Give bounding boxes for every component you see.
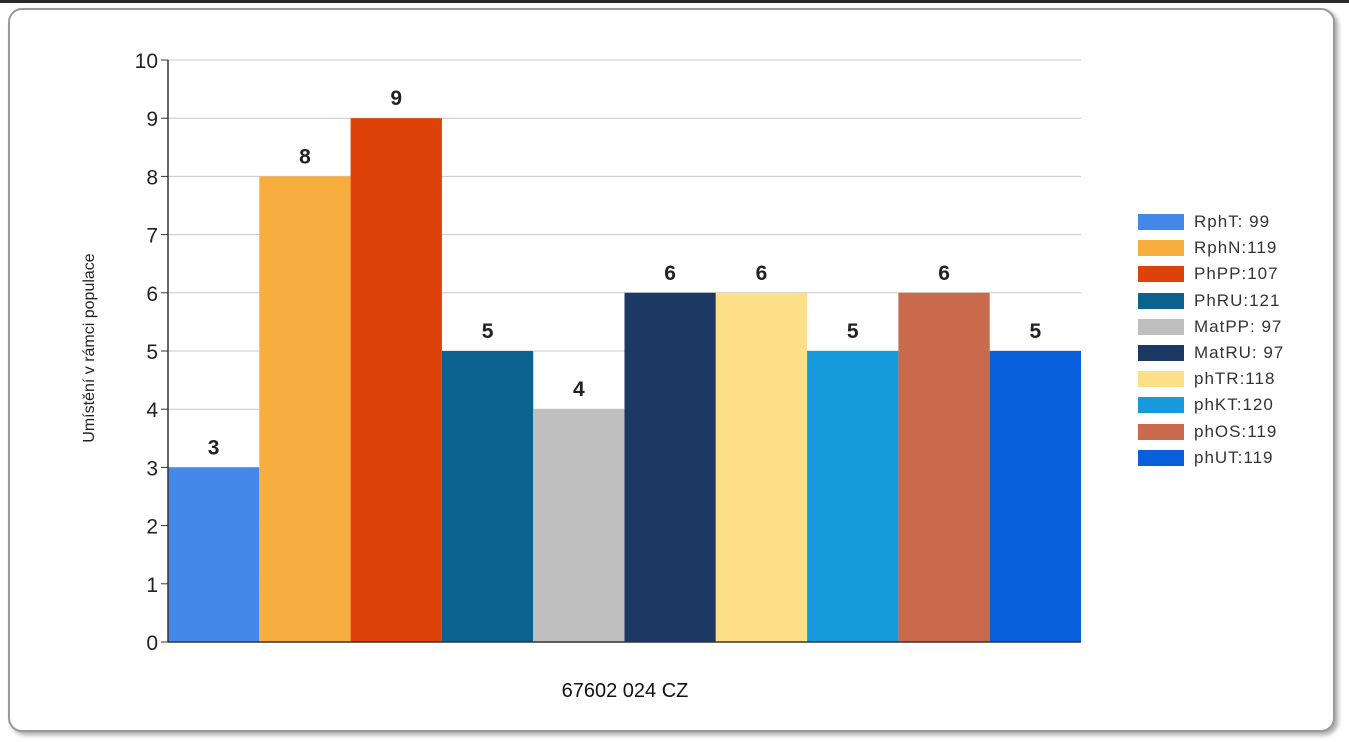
legend-swatch [1138, 266, 1184, 283]
bar-rphn-119 [259, 176, 351, 642]
data-label: 6 [756, 262, 768, 285]
legend-label: RphN:119 [1194, 238, 1278, 258]
legend-item: PhRU:121 [1138, 288, 1284, 314]
y-tick-label: 0 [146, 632, 158, 655]
data-label: 6 [664, 262, 676, 285]
legend-swatch [1138, 292, 1184, 309]
legend-item: PhPP:107 [1138, 261, 1284, 287]
data-label: 5 [847, 320, 859, 343]
legend-swatch [1138, 240, 1184, 257]
bar-rpht-99 [168, 467, 260, 642]
legend-label: PhPP:107 [1194, 264, 1279, 284]
y-tick-label: 2 [146, 516, 158, 539]
legend-item: phOS:119 [1138, 419, 1284, 445]
axes: 0 1 2 3 4 5 6 7 8 9 10 [135, 50, 1081, 655]
data-label: 9 [390, 87, 402, 110]
legend-swatch [1138, 423, 1184, 440]
bar-phtr-118 [715, 292, 808, 642]
y-tick-label: 1 [146, 574, 158, 597]
legend-item: phUT:119 [1138, 445, 1284, 471]
data-label: 5 [482, 320, 494, 343]
legend-label: phUT:119 [1194, 447, 1274, 467]
y-tick-label: 5 [146, 341, 158, 364]
y-tick-label: 9 [146, 108, 158, 131]
legend-label: phOS:119 [1194, 421, 1278, 441]
y-tick-label: 3 [146, 457, 158, 480]
bar-phkt-120 [807, 351, 899, 642]
legend: RphT: 99 RphN:119 PhPP:107 PhRU:121 MatPP: 9… [1138, 209, 1284, 471]
y-axis-title: Umístění v rámci populace [81, 253, 98, 443]
legend-label: PhRU:121 [1194, 290, 1281, 310]
legend-item: RphT: 99 [1138, 209, 1284, 235]
bar-phos-119 [898, 292, 990, 642]
bar-phut-119 [989, 351, 1081, 642]
data-label: 3 [208, 436, 220, 459]
bar-matru-97 [624, 292, 716, 642]
data-labels: 3 8 9 5 4 6 6 5 6 5 [208, 87, 1042, 459]
legend-swatch [1138, 214, 1184, 231]
bar-matpp-97 [533, 409, 625, 642]
y-tick-label: 7 [146, 225, 158, 248]
legend-swatch [1138, 318, 1184, 335]
legend-item: MatRU: 97 [1138, 340, 1284, 366]
legend-swatch [1138, 371, 1184, 388]
y-tick-label: 4 [146, 399, 158, 422]
legend-label: MatRU: 97 [1194, 343, 1285, 363]
legend-swatch [1138, 397, 1184, 414]
bar-phpp-107 [350, 118, 442, 642]
bar-phru-121 [441, 351, 534, 642]
legend-swatch [1138, 449, 1184, 466]
data-label: 5 [1030, 320, 1042, 343]
legend-label: MatPP: 97 [1194, 316, 1283, 336]
x-axis-title: 67602 024 CZ [562, 680, 689, 702]
legend-swatch [1138, 345, 1184, 362]
y-tick-label: 8 [146, 166, 158, 189]
legend-item: RphN:119 [1138, 235, 1284, 261]
data-label: 4 [573, 378, 585, 401]
legend-label: phTR:118 [1194, 369, 1276, 389]
legend-label: RphT: 99 [1194, 212, 1271, 232]
y-tick-label: 6 [146, 283, 158, 306]
legend-item: phTR:118 [1138, 366, 1284, 392]
top-border-strip [0, 0, 1349, 3]
legend-item: phKT:120 [1138, 392, 1284, 418]
data-label: 8 [299, 145, 311, 168]
y-tick-label: 10 [135, 50, 158, 73]
bars [168, 118, 1081, 642]
data-label: 6 [938, 262, 950, 285]
legend-item: MatPP: 97 [1138, 314, 1284, 340]
legend-label: phKT:120 [1194, 395, 1274, 415]
